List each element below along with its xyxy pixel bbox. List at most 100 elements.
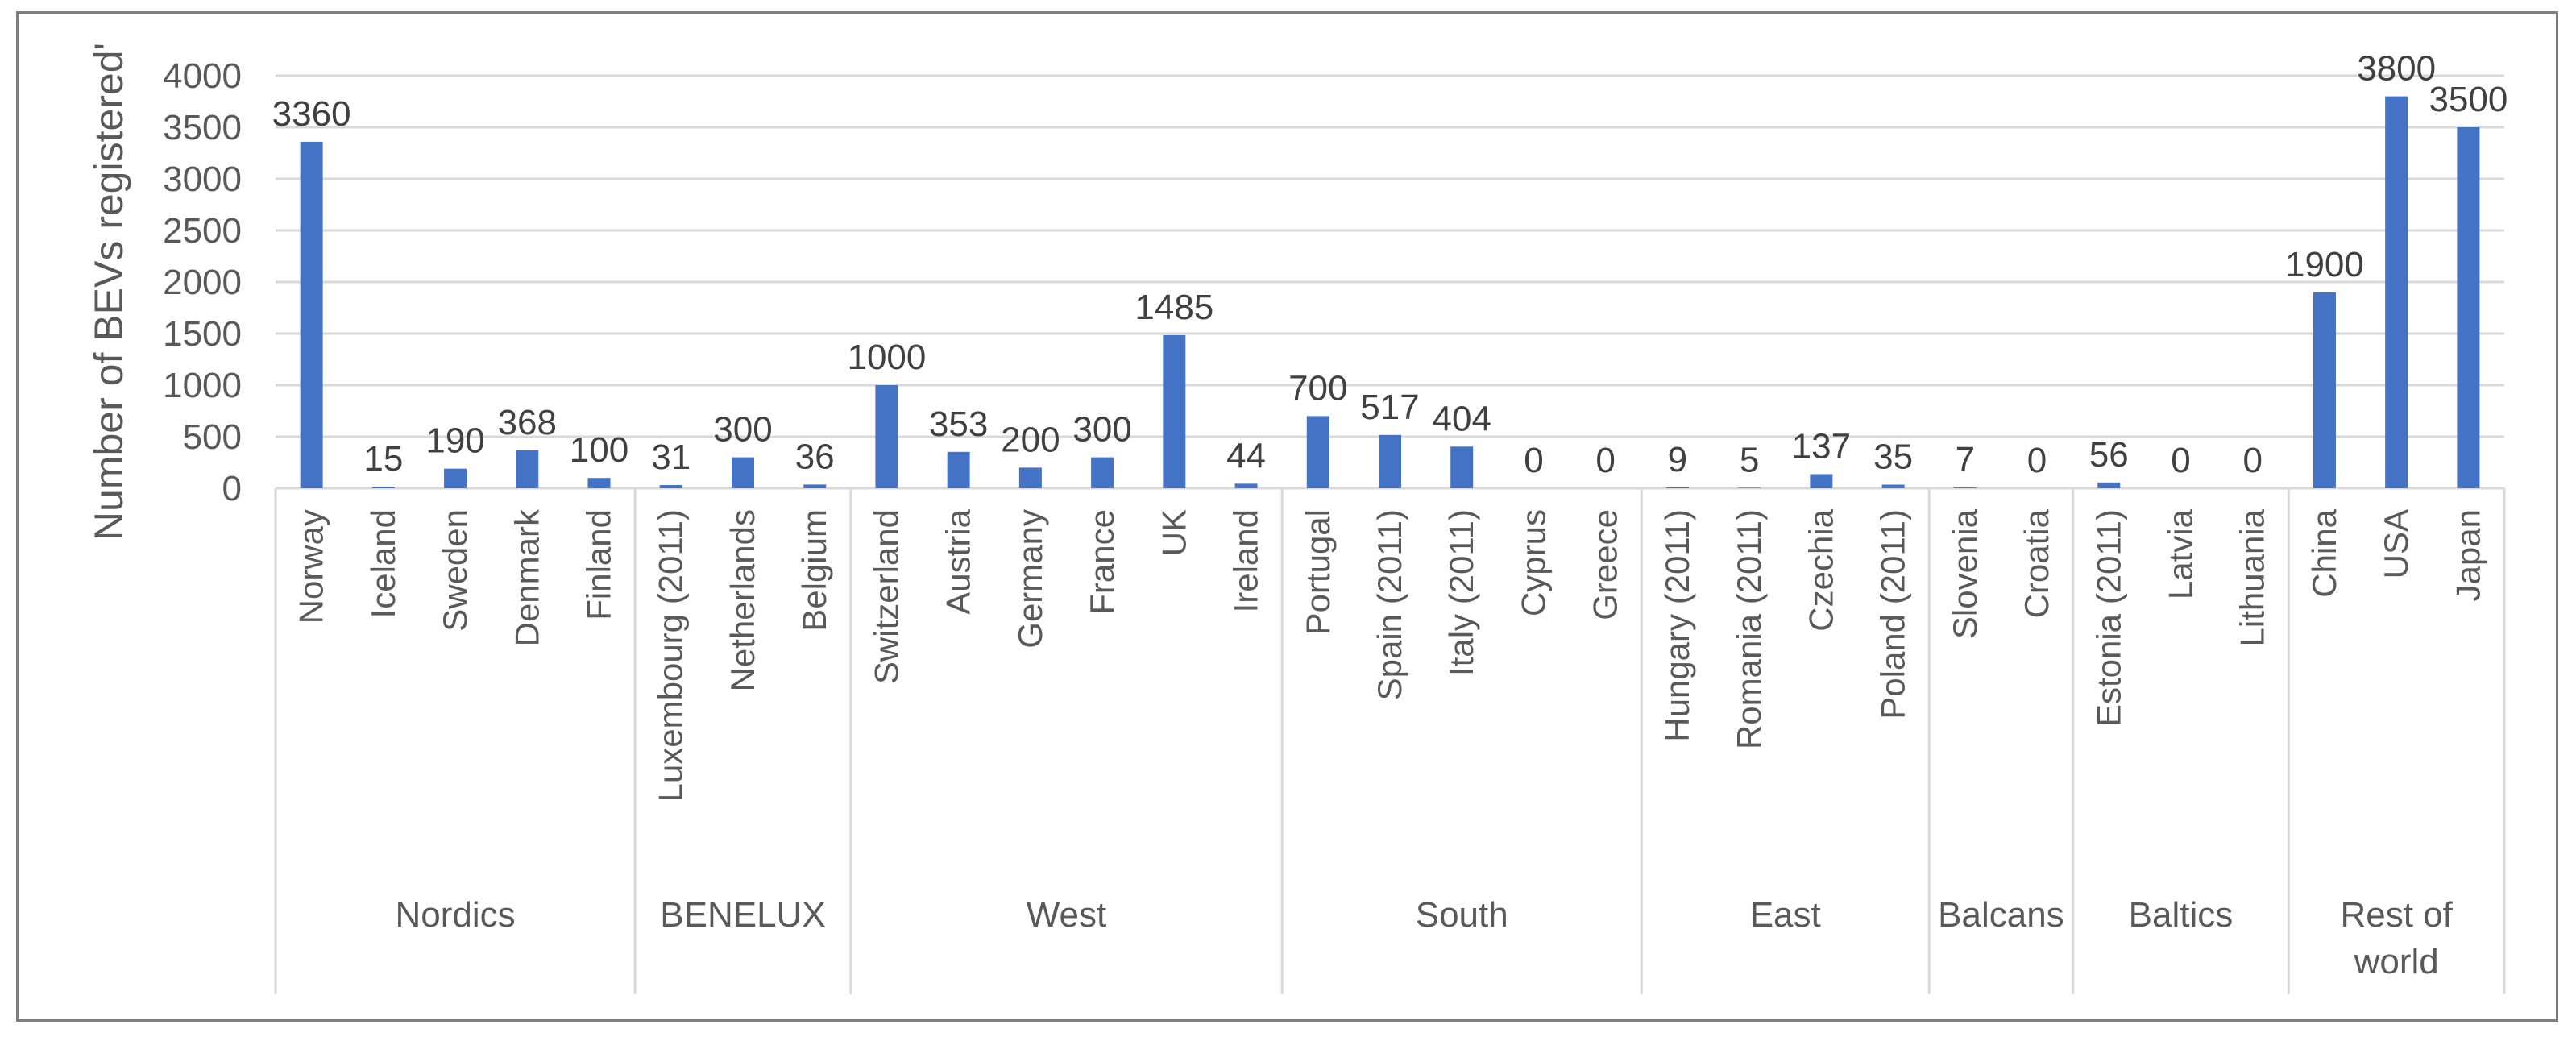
category-label: Switzerland [867,509,905,684]
data-label: 1000 [847,338,926,377]
bar [803,484,827,488]
bar [1306,416,1329,488]
y-tick-label: 500 [183,417,242,457]
category-label: Poland (2011) [1874,509,1912,720]
category-label: Belgium [795,509,833,632]
group-label: Rest of world [2340,895,2453,981]
data-label: 15 [363,439,403,479]
data-label: 3800 [2357,49,2436,89]
data-label: 137 [1792,426,1851,466]
category-label: China [2305,508,2343,597]
bar [587,478,611,488]
data-label: 1485 [1135,288,1213,327]
category-label: Finland [580,509,618,620]
category-label: Estonia (2011) [2089,509,2127,727]
group-label: Baltics [2129,895,2234,935]
category-label: Greece [1587,509,1624,620]
category-label: Netherlands [724,509,761,691]
category-label: Latvia [2161,508,2199,599]
bar [731,457,754,488]
y-tick-label: 2500 [163,211,242,251]
data-label: 190 [425,421,484,461]
data-label: 3500 [2429,80,2508,119]
category-label: Slovenia [1946,508,1984,639]
category-label: Spain (2011) [1371,509,1408,700]
bar [875,385,898,488]
data-label: 0 [1595,441,1615,480]
category-label: Iceland [364,509,402,618]
category-label: Italy (2011) [1442,509,1480,676]
bar [659,485,682,488]
bar [1163,334,1186,488]
data-label: 517 [1360,388,1419,427]
category-label: Croatia [2018,508,2055,618]
category-label: Hungary (2011) [1658,509,1696,742]
category-label: Portugal [1299,509,1337,635]
data-label: 100 [570,430,628,470]
category-label: Denmark [508,508,545,646]
data-label: 368 [498,403,557,442]
category-label: Ireland [1227,509,1265,612]
data-label: 36 [795,437,835,476]
bar [1234,483,1258,488]
data-label: 0 [2242,441,2262,480]
category-label: Sweden [436,509,474,632]
y-tick-label: 1500 [163,314,242,354]
data-label: 1900 [2285,245,2364,284]
data-label: 44 [1226,436,1266,475]
data-label: 0 [2027,441,2047,480]
data-label: 3360 [272,94,351,134]
group-labels: Nordics BENELUX West South East Balcans Baltic… [274,488,2506,994]
y-axis-title: Number of BEVs registered' [86,43,131,541]
data-label: 700 [1288,368,1347,408]
y-tick-label: 2000 [163,263,242,302]
data-label: 0 [1524,441,1543,480]
bar [2457,127,2480,488]
data-label: 7 [1956,440,1975,479]
category-label: USA [2377,509,2415,579]
data-label: 31 [651,438,691,477]
category-label: Lithuania [2234,508,2271,646]
data-label: 5 [1740,440,1759,479]
bar [1450,446,1474,488]
bar [2385,96,2408,488]
category-label: Germany [1011,509,1049,649]
data-label: 56 [2089,435,2129,475]
bar [1881,484,1905,488]
bar [444,468,467,488]
category-label: France [1083,509,1121,615]
category-label: Austria [940,508,977,614]
bar [2097,482,2121,488]
data-label: 35 [1873,438,1913,477]
data-label: 300 [1072,410,1131,450]
category-label: Cyprus [1514,509,1552,616]
bar [1810,474,1833,488]
group-label: Balcans [1938,895,2064,935]
group-label: BENELUX [660,895,825,935]
bar [1738,487,1761,488]
bar [947,451,970,488]
bar [1091,457,1114,488]
category-label: Japan [2449,509,2487,601]
group-label: South [1416,895,1508,935]
y-axis-ticks: 0 500 1000 1500 2000 2500 3000 3500 4000 [163,56,242,508]
bar [516,450,539,488]
data-label: 0 [2171,441,2190,480]
bar [1018,467,1042,488]
category-labels: Norway Iceland Sweden Denmark Finland Luxembo… [292,508,2487,802]
category-label: Norway [292,509,330,624]
bar [371,487,395,488]
data-label: 200 [1001,420,1060,459]
category-label: Romania (2011) [1730,509,1768,749]
group-label: West [1027,895,1106,935]
data-label: 353 [929,404,988,444]
y-tick-label: 3500 [163,108,242,147]
bar [1953,487,1977,488]
category-label: Czechia [1802,508,1840,631]
data-label: 300 [713,410,772,450]
group-label: East [1750,895,1821,935]
y-tick-label: 4000 [163,56,242,96]
data-label: 404 [1433,399,1491,438]
